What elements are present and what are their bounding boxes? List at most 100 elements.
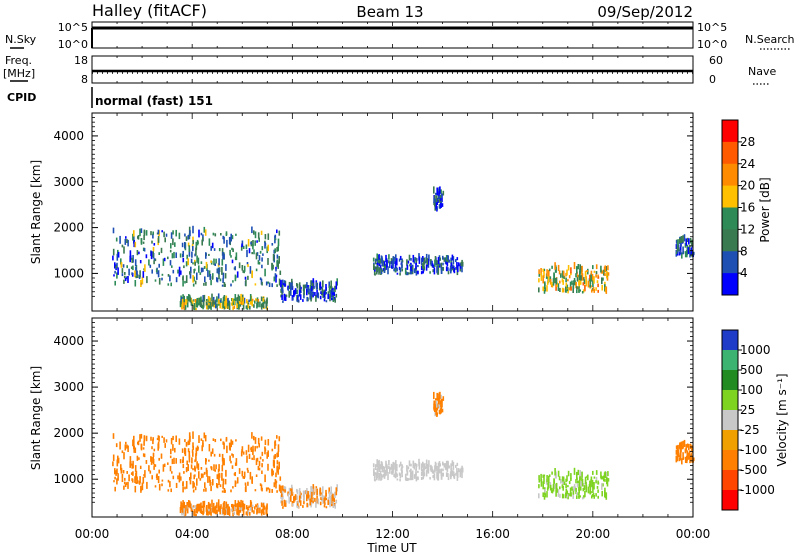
echo-cell (205, 507, 208, 512)
echo-cell (151, 240, 153, 244)
echo-cell (554, 483, 556, 490)
echo-cell (122, 470, 125, 474)
echo-cell (239, 507, 241, 510)
echo-cell (322, 486, 324, 494)
echo-cell (158, 469, 160, 474)
echo-cell (302, 490, 305, 497)
echo-cell (457, 262, 460, 267)
echo-cell (253, 510, 255, 514)
echo-cell (452, 473, 454, 477)
echo-cell (229, 455, 231, 462)
echo-cell (413, 474, 416, 479)
velocity-colorbar-cell (722, 410, 738, 431)
echo-cell (218, 504, 220, 511)
echo-cell (180, 270, 182, 275)
echo-cell (394, 257, 396, 264)
echo-cell (418, 256, 421, 264)
echo-cell (214, 506, 217, 511)
echo-cell (395, 460, 397, 469)
echo-cell (323, 292, 326, 298)
echo-cell (544, 493, 546, 498)
echo-cell (120, 258, 122, 265)
echo-cell (446, 259, 448, 263)
echo-cell (246, 511, 249, 516)
echo-cell (120, 464, 122, 471)
echo-cell (565, 492, 567, 498)
echo-cell (691, 446, 694, 450)
echo-cell (396, 473, 398, 478)
echo-cell (590, 285, 592, 288)
echo-cell (192, 240, 194, 245)
echo-cell (317, 292, 320, 299)
echo-cell (184, 439, 186, 443)
echo-cell (582, 289, 585, 293)
echo-cell (235, 458, 238, 466)
echo-cell (140, 280, 142, 287)
echo-cell (689, 238, 692, 244)
echo-cell (163, 231, 165, 238)
echo-cell (260, 278, 263, 285)
echo-cell (254, 506, 256, 510)
echo-cell (246, 505, 248, 510)
echo-cell (318, 287, 321, 291)
echo-cell (601, 476, 604, 480)
echo-cell (272, 264, 274, 270)
echo-cell (278, 278, 281, 286)
echo-cell (230, 439, 232, 448)
echo-cell (264, 268, 266, 277)
echo-cell (388, 460, 390, 466)
echo-cell (116, 459, 119, 467)
echo-cell (258, 255, 261, 261)
echo-cell (199, 272, 202, 275)
echo-cell (251, 301, 253, 307)
echo-cell (422, 263, 424, 269)
echo-cell (209, 305, 211, 309)
echo-cell (559, 493, 561, 498)
echo-cell (306, 488, 308, 494)
echo-cell (129, 250, 132, 258)
echo-cell (219, 300, 222, 303)
echo-cell (688, 444, 690, 451)
echo-cell (242, 302, 244, 305)
echo-cell (418, 462, 421, 470)
echo-cell (578, 487, 580, 492)
echo-cell (162, 258, 165, 266)
echo-cell (538, 287, 540, 293)
echo-cell (237, 503, 239, 510)
echo-cell (550, 281, 553, 286)
echo-cell (404, 473, 407, 481)
echo-cell (239, 509, 242, 513)
echo-cell (282, 506, 284, 509)
echo-cell (691, 249, 693, 258)
echo-cell (334, 298, 336, 303)
echo-cell (219, 301, 221, 309)
echo-cell (116, 272, 118, 279)
echo-cell (543, 495, 546, 500)
echo-cell (678, 457, 681, 462)
echo-cell (208, 444, 211, 452)
echo-cell (421, 465, 424, 468)
echo-cell (592, 470, 594, 475)
echo-cell (205, 487, 207, 492)
echo-cell (236, 508, 238, 515)
echo-cell (446, 467, 449, 473)
echo-cell (223, 282, 226, 287)
echo-cell (148, 465, 150, 472)
echo-cell (297, 294, 299, 298)
echo-cell (384, 264, 386, 271)
echo-cell (320, 286, 323, 289)
x-tick-label: 12:00 (375, 527, 410, 541)
echo-cell (596, 486, 599, 489)
echo-cell (434, 404, 436, 409)
echo-cell (169, 249, 172, 253)
echo-cell (140, 238, 143, 245)
echo-cell (257, 232, 260, 239)
echo-cell (140, 443, 143, 451)
echo-cell (242, 508, 244, 511)
nave-tick-top: 60 (709, 54, 723, 67)
echo-cell (461, 265, 463, 273)
echo-cell (131, 257, 133, 263)
echo-cell (566, 269, 568, 276)
echo-cell (406, 259, 408, 266)
echo-cell (201, 505, 203, 509)
